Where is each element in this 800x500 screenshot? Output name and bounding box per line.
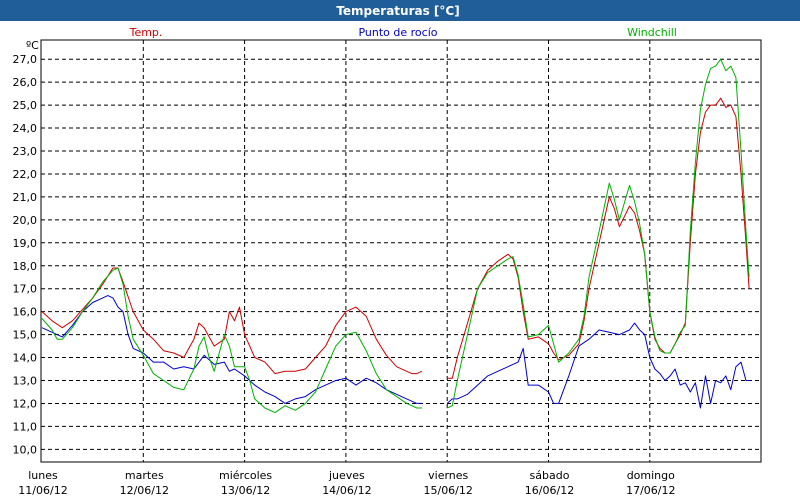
x-tick-day: viernes <box>428 469 468 482</box>
series-line-dew-point <box>41 295 422 404</box>
grid <box>41 40 761 462</box>
y-tick-label: 17,0 <box>13 283 38 296</box>
x-tick-day: miércoles <box>219 469 272 482</box>
series-line-windchill <box>446 58 750 409</box>
plot-frame <box>40 39 762 463</box>
x-tick-day: martes <box>125 469 164 482</box>
x-tick-day: sábado <box>530 469 570 482</box>
x-tick-date: 12/06/12 <box>120 484 169 497</box>
y-tick-label: 16,0 <box>13 306 38 319</box>
series-lines <box>41 58 750 414</box>
y-tick-label: 10,0 <box>13 443 38 456</box>
y-tick-label: 25,0 <box>13 99 38 112</box>
y-tick-label: 13,0 <box>13 375 38 388</box>
series-line-dew-point <box>446 322 750 409</box>
y-tick-label: 24,0 <box>13 122 38 135</box>
x-tick-day: lunes <box>28 469 58 482</box>
y-tick-label: 26,0 <box>13 76 38 89</box>
legend: Temp. Punto de rocío Windchill <box>129 26 677 39</box>
y-tick-label: 21,0 <box>13 191 38 204</box>
y-tick-label: 22,0 <box>13 168 38 181</box>
y-tick-label: 14,0 <box>13 352 38 365</box>
y-axis: 27,0 26,0 25,0 24,0 23,0 22,0 21,0 20,0 19,0 18,0… <box>13 53 38 456</box>
series-line-temp <box>41 267 423 375</box>
y-tick-label: 12,0 <box>13 397 38 410</box>
x-tick-date: 11/06/12 <box>18 484 67 497</box>
y-tick-label: 19,0 <box>13 237 38 250</box>
legend-temp: Temp. <box>129 26 163 39</box>
y-tick-label: 20,0 <box>13 214 38 227</box>
y-unit-label: ºC <box>26 39 39 52</box>
x-tick-date: 16/06/12 <box>525 484 574 497</box>
x-tick-day: jueves <box>328 469 365 482</box>
y-tick-label: 11,0 <box>13 420 38 433</box>
legend-windchill: Windchill <box>627 26 677 39</box>
legend-dew-point: Punto de rocío <box>358 26 437 39</box>
series-line-windchill <box>41 267 422 414</box>
chart-title: Temperaturas [°C] <box>336 4 459 18</box>
x-tick-date: 14/06/12 <box>322 484 371 497</box>
x-tick-date: 17/06/12 <box>626 484 675 497</box>
y-tick-label: 18,0 <box>13 260 38 273</box>
title-bar <box>0 0 800 21</box>
x-axis: lunes 11/06/12 martes 12/06/12 miércoles 13/0… <box>18 469 675 497</box>
y-tick-label: 15,0 <box>13 329 38 342</box>
x-tick-day: domingo <box>627 469 675 482</box>
series-line-temp <box>447 97 750 379</box>
y-tick-label: 23,0 <box>13 145 38 158</box>
y-tick-label: 27,0 <box>13 53 38 66</box>
x-tick-date: 15/06/12 <box>423 484 472 497</box>
x-tick-date: 13/06/12 <box>221 484 270 497</box>
